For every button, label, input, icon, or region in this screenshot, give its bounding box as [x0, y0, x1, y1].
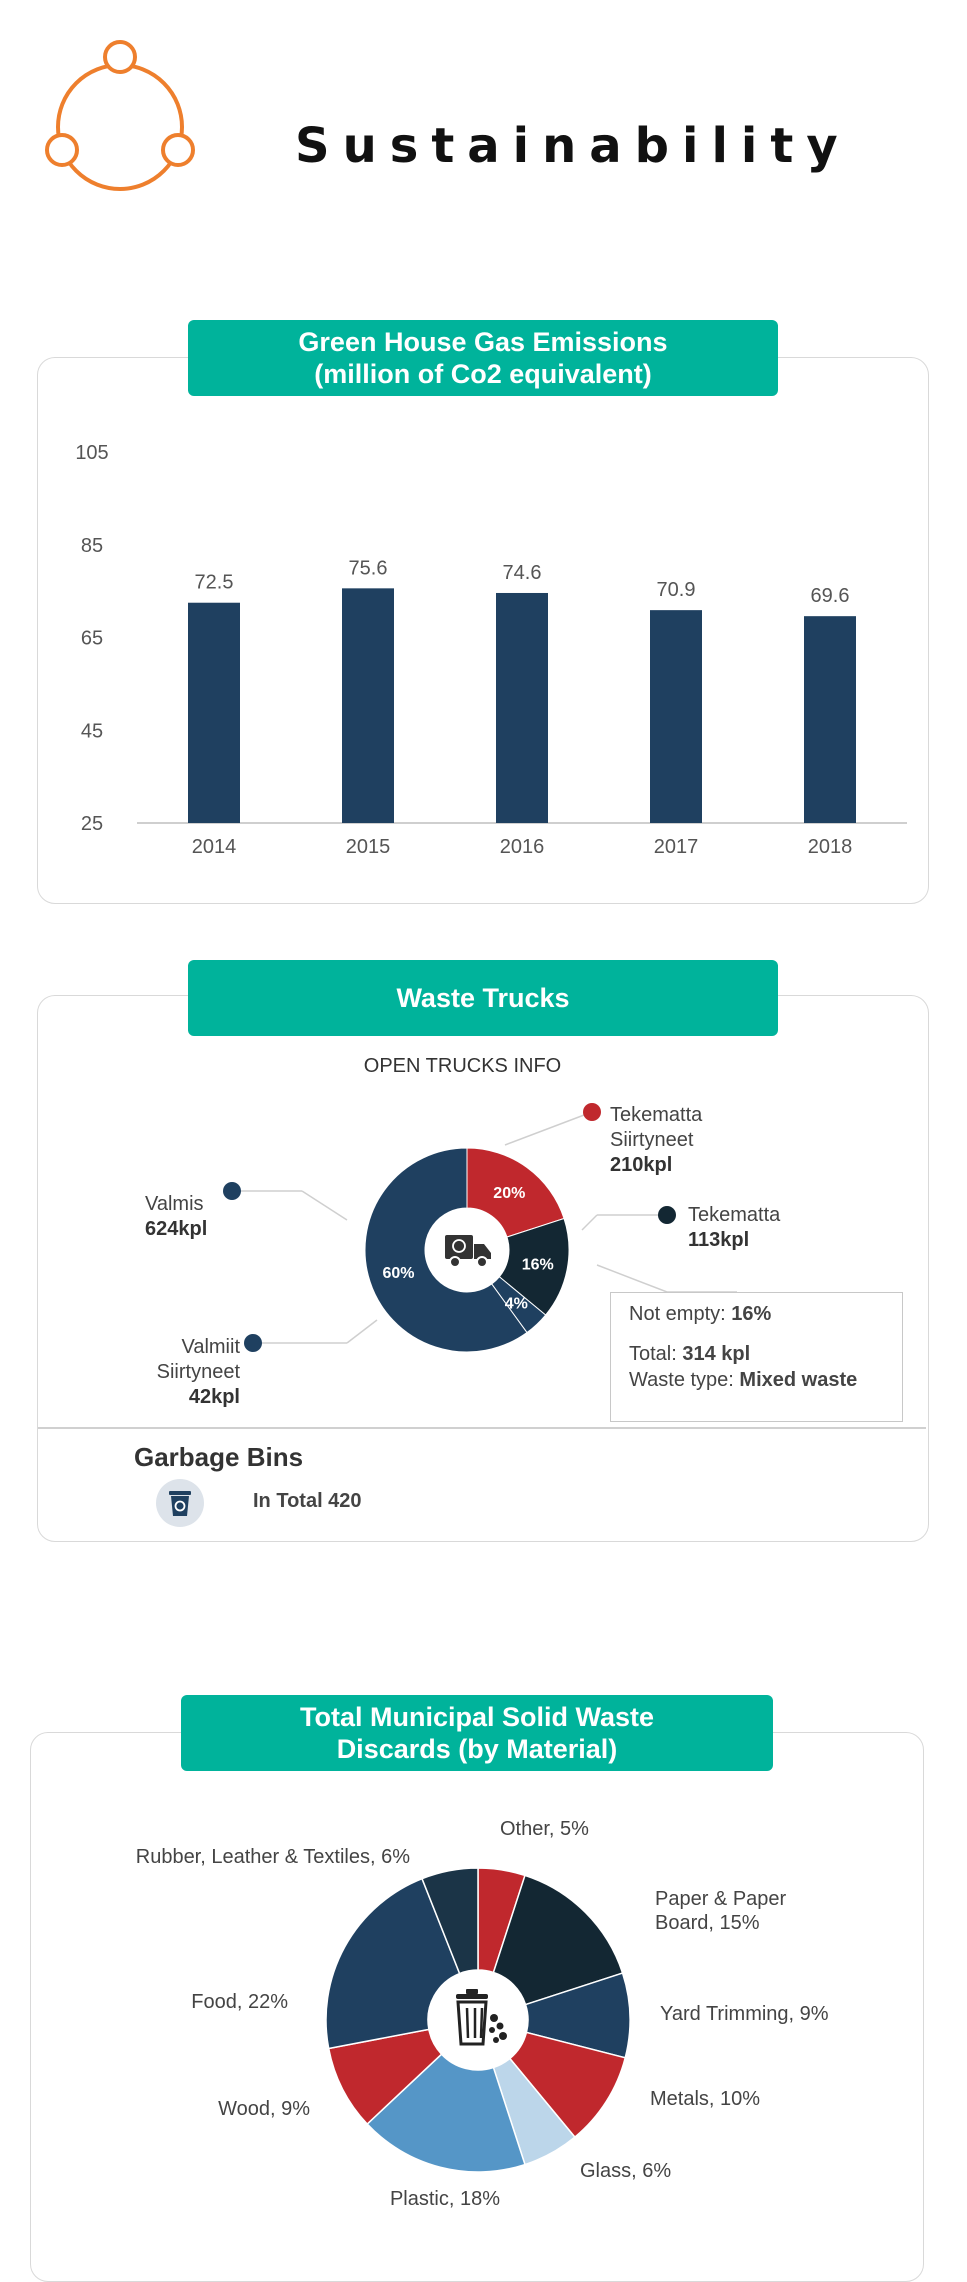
info-not-empty-row: Not empty: 16%: [629, 1301, 884, 1327]
label-tekematta: Tekematta 113kpl: [688, 1203, 780, 1253]
donut-slice: [466, 1147, 565, 1238]
page-title: Sustainability: [295, 118, 851, 174]
info-total-value: 314 kpl: [682, 1343, 751, 1365]
x-tick-label: 2016: [500, 836, 545, 858]
leader-line: [301, 1190, 348, 1221]
truck-info-box: Not empty: 16% Total: 314 kpl Waste type…: [610, 1292, 903, 1422]
garbage-bins-total: In Total 420: [253, 1490, 362, 1512]
open-trucks-donut-chart: 20% 16% 4% 60%: [223, 1103, 737, 1353]
emissions-title-line1: Green House Gas Emissions: [298, 327, 668, 357]
leader-line: [346, 1319, 378, 1344]
waste-trucks-title: Waste Trucks: [396, 983, 570, 1013]
bar-data-label: 69.6: [811, 585, 850, 607]
truck-recycle-icon: [429, 1212, 505, 1288]
bar-data-label: 72.5: [195, 572, 234, 594]
msw-title-banner: Total Municipal Solid Waste Discards (by…: [181, 1695, 773, 1771]
leader-line: [581, 1214, 598, 1231]
garbage-bins-title: Garbage Bins: [134, 1442, 304, 1472]
donut-slice-label: Paper & Paper: [655, 1888, 787, 1910]
bar: [342, 588, 394, 823]
info-waste-type-row: Waste type: Mixed waste: [629, 1367, 884, 1393]
trucks-divider: [38, 1427, 926, 1429]
donut-slice: [492, 1874, 624, 2006]
donut-slice: [325, 1877, 461, 2050]
label-tekematta-siirtyneet-name2: Siirtyneet: [610, 1129, 694, 1151]
donut-slice-label: 16%: [522, 1256, 554, 1273]
bar: [188, 602, 240, 823]
y-tick-label: 65: [81, 628, 103, 650]
donut-slice-label: 20%: [493, 1185, 525, 1202]
recycle-bin-icon: [156, 1479, 204, 1527]
donut-slice-label: 60%: [383, 1265, 415, 1282]
label-tekematta-value: 113kpl: [688, 1229, 750, 1251]
y-tick-label: 105: [75, 442, 108, 464]
info-not-empty-label: Not empty:: [629, 1303, 732, 1325]
donut-slice-label: Other, 5%: [500, 1818, 589, 1840]
emissions-title-banner: Green House Gas Emissions (million of Co…: [188, 320, 778, 396]
label-tekematta-siirtyneet-name1: Tekematta: [610, 1104, 703, 1126]
bar-data-label: 74.6: [503, 562, 542, 584]
y-tick-label: 45: [81, 720, 103, 742]
donut-slice: [421, 1867, 479, 1975]
msw-title-line2: Discards (by Material): [336, 1734, 618, 1764]
x-tick-label: 2014: [192, 836, 237, 858]
donut-slice-label: Wood, 9%: [218, 2098, 310, 2120]
open-trucks-subtitle: OPEN TRUCKS INFO: [363, 1055, 562, 1077]
leader-dot: [244, 1334, 262, 1352]
x-tick-label: 2018: [808, 836, 853, 858]
sustainability-logo-icon: [45, 40, 195, 191]
label-valmiit-name1: Valmiit: [181, 1336, 240, 1358]
donut-slice: [366, 2053, 526, 2173]
leader-line: [504, 1111, 593, 1146]
bar-data-label: 70.9: [657, 579, 696, 601]
label-valmiit-name2: Siirtyneet: [156, 1361, 240, 1383]
donut-slice-label: Yard Trimming, 9%: [660, 2003, 829, 2025]
donut-slice-label: Plastic, 18%: [390, 2188, 500, 2210]
y-tick-label: 25: [81, 813, 103, 835]
bar: [496, 592, 548, 823]
leader-dot: [658, 1206, 676, 1224]
emissions-bar-chart: 105 85 65 45 25 72.5 2014 75.6 2015 74.6 2016 70.9 2…: [75, 442, 907, 858]
label-valmis-name: Valmis: [145, 1193, 204, 1215]
x-tick-label: 2015: [346, 836, 391, 858]
label-tekematta-siirtyneet-value: 210kpl: [610, 1154, 673, 1176]
label-valmis: Valmis 624kpl: [145, 1192, 207, 1242]
emissions-card: [37, 357, 929, 904]
bar: [650, 610, 702, 823]
leader-dot: [223, 1182, 241, 1200]
donut-slice-label: Metals, 10%: [650, 2088, 760, 2110]
donut-slice-label: Glass, 6%: [580, 2160, 671, 2182]
waste-trucks-title-banner: Waste Trucks: [188, 960, 778, 1036]
msw-title-line1: Total Municipal Solid Waste: [299, 1702, 655, 1732]
trash-can-icon: [430, 1972, 526, 2068]
donut-slice-label: Food, 22%: [191, 1991, 288, 2013]
donut-slice-label: 4%: [505, 1295, 528, 1312]
leader-line: [596, 1264, 737, 1293]
bar-data-label: 75.6: [349, 557, 388, 579]
bar: [804, 616, 856, 823]
donut-slice-label: Board, 15%: [655, 1912, 760, 1934]
label-tekematta-name: Tekematta: [688, 1204, 781, 1226]
leader-dot: [583, 1103, 601, 1121]
x-tick-label: 2017: [654, 836, 699, 858]
info-total-label: Total:: [629, 1343, 683, 1365]
info-not-empty-value: 16%: [731, 1303, 772, 1325]
info-waste-type-value: Mixed waste: [739, 1369, 858, 1391]
label-valmiit-value: 42kpl: [188, 1386, 240, 1408]
info-total-row: Total: 314 kpl: [629, 1341, 884, 1367]
label-valmis-value: 624kpl: [145, 1218, 208, 1240]
donut-slice: [364, 1147, 528, 1353]
y-tick-label: 85: [81, 535, 103, 557]
label-tekematta-siirtyneet: Tekematta Siirtyneet 210kpl: [610, 1103, 702, 1178]
label-valmiit: Valmiit Siirtyneet 42kpl: [140, 1335, 240, 1410]
info-waste-type-label: Waste type:: [629, 1369, 740, 1391]
emissions-title-line2: (million of Co2 equivalent): [314, 359, 652, 389]
donut-slice-label: Rubber, Leather & Textiles, 6%: [136, 1846, 410, 1868]
